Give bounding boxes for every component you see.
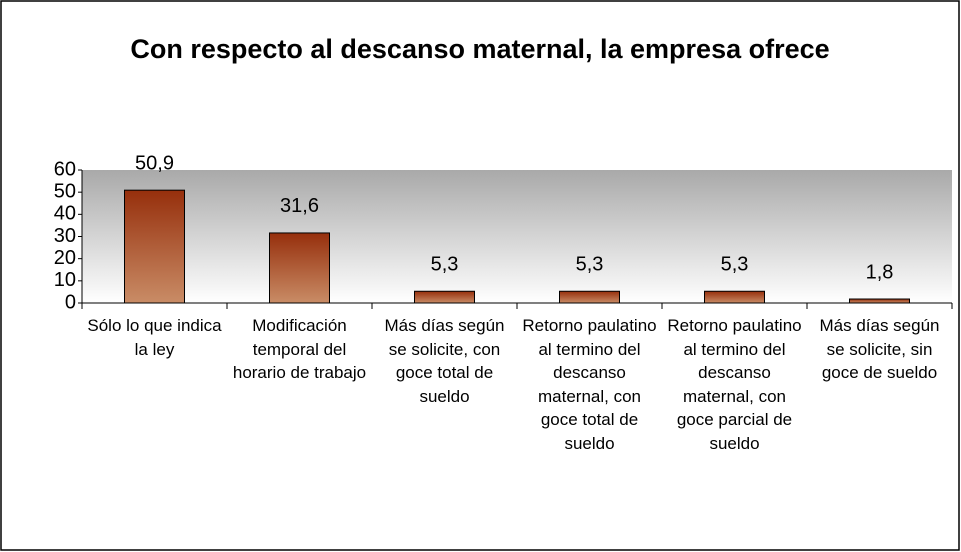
y-tick-label: 20 (54, 247, 76, 269)
value-label: 31,6 (280, 195, 319, 217)
chart-title: Con respecto al descanso maternal, la em… (130, 34, 830, 64)
bar (414, 290, 475, 304)
plot-area (82, 170, 952, 303)
y-tick-label: 60 (54, 158, 76, 180)
x-tick-label: Retorno paulatino al termino del descans… (667, 316, 802, 453)
bar (559, 290, 620, 304)
value-label: 5,3 (576, 254, 604, 276)
value-label: 1,8 (866, 261, 894, 283)
y-tick-label: 30 (54, 225, 76, 247)
value-label: 5,3 (721, 254, 749, 276)
x-tick-label: Más días según se solicite, con goce tot… (384, 316, 505, 406)
value-label: 50,9 (135, 152, 174, 174)
x-tick-label: Retorno paulatino al termino del descans… (522, 316, 657, 453)
x-tick-label: Modificación temporal del horario de tra… (232, 316, 367, 382)
bar (704, 290, 765, 304)
bar (849, 298, 910, 304)
y-tick-label: 50 (54, 180, 76, 202)
bar (269, 232, 330, 304)
x-tick-label: Sólo lo que indica la ley (87, 316, 222, 359)
y-tick-label: 40 (54, 203, 76, 225)
bar (124, 189, 185, 304)
x-tick-label: Más días según se solicite, sin goce de … (819, 316, 940, 382)
value-label: 5,3 (431, 254, 459, 276)
y-tick-label: 0 (65, 291, 76, 313)
y-tick-label: 10 (54, 269, 76, 291)
